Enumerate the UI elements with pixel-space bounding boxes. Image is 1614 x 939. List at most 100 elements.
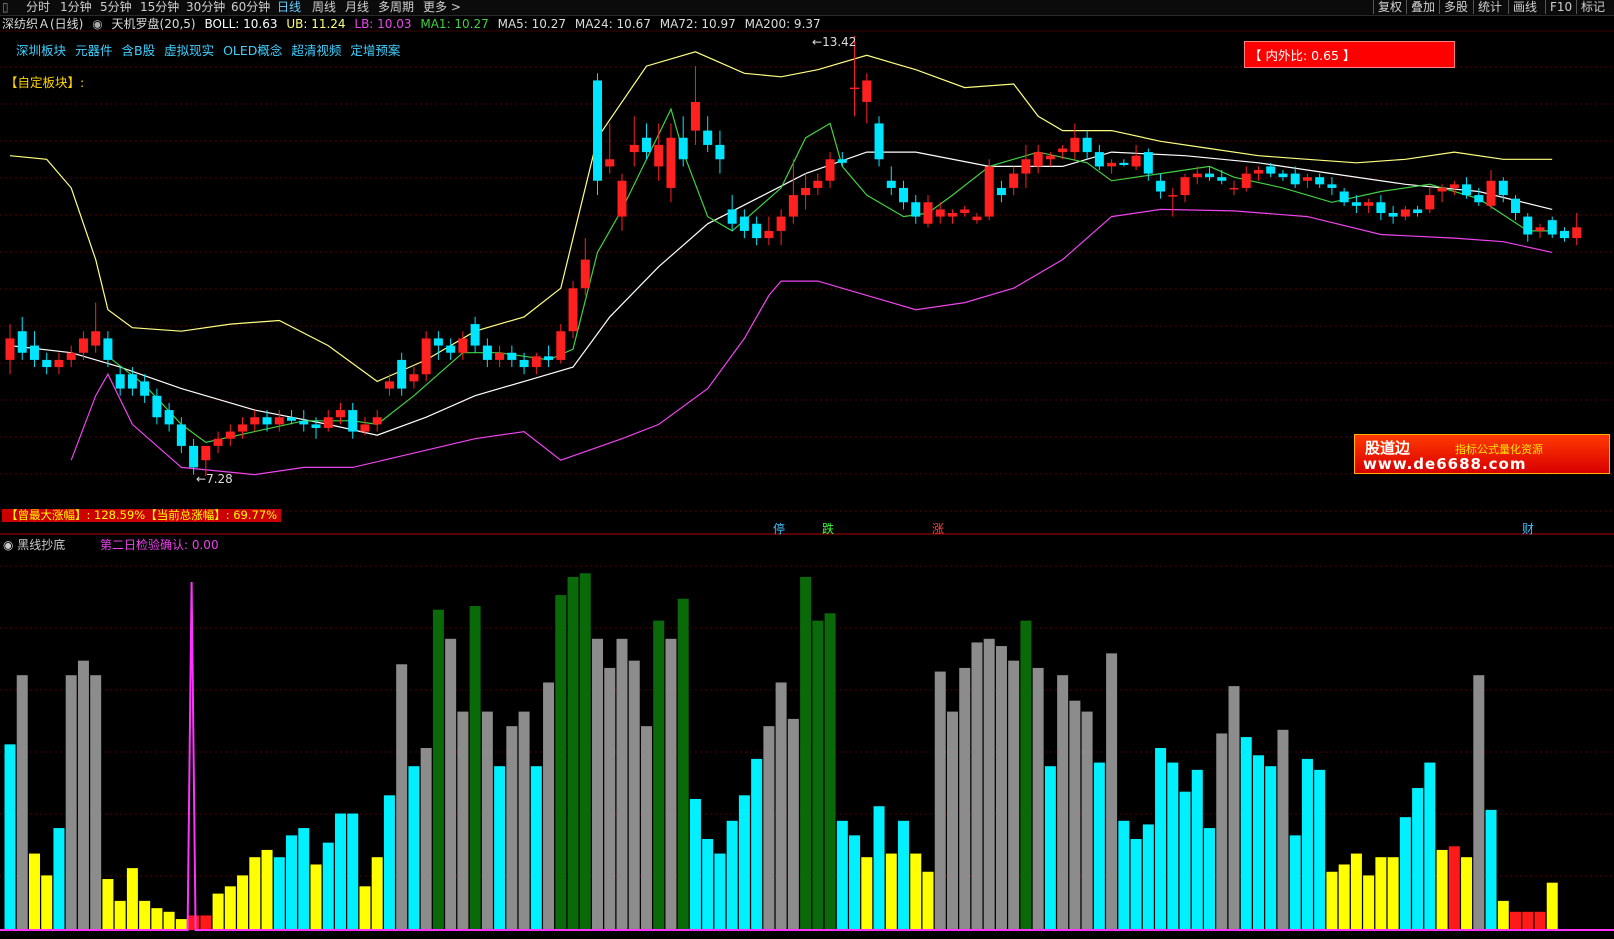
indicator-bar — [1363, 875, 1375, 930]
candle-body — [654, 144, 664, 167]
concept-tag[interactable]: 深圳板块 — [16, 43, 67, 58]
tab-fenshi[interactable]: 分时 — [26, 0, 51, 14]
tab-60min[interactable]: 60分钟 — [231, 0, 271, 14]
stock-name[interactable]: 深纺织Ａ(日线) — [2, 17, 84, 31]
inner-outer-ratio-box: 【 内外比: 0.65 】 — [1244, 41, 1455, 68]
draw-button[interactable]: 画线 — [1508, 0, 1537, 14]
tab-15min[interactable]: 15分钟 — [140, 0, 180, 14]
candle-body — [1021, 159, 1031, 174]
indicator-bar — [273, 857, 285, 930]
candle-body — [556, 331, 566, 360]
mark-button[interactable]: 标记 — [1576, 0, 1605, 14]
candle-body — [1253, 170, 1263, 174]
tab-weekly[interactable]: 周线 — [312, 0, 337, 14]
concept-tag[interactable]: 定增预案 — [350, 43, 401, 58]
indicator-bar — [212, 893, 224, 930]
candle-body — [17, 331, 27, 353]
lower-indicator-title: 黑线抄底 — [17, 538, 66, 552]
candle-body — [629, 144, 639, 153]
indicator-bar — [946, 711, 958, 930]
concept-tag[interactable]: 元器件 — [75, 43, 113, 58]
multi-stock-button[interactable]: 多股 — [1439, 0, 1468, 14]
indicator-name[interactable]: 天机罗盘(20,5) — [111, 17, 196, 31]
overlay-button[interactable]: 叠加 — [1406, 0, 1435, 14]
tab-more[interactable]: 更多 > — [423, 0, 461, 14]
indicator-bar — [1142, 824, 1154, 930]
candle-body — [1523, 216, 1533, 235]
ma5-value: MA5: 10.27 — [497, 17, 567, 31]
indicator-bar — [971, 642, 983, 930]
tab-30min[interactable]: 30分钟 — [186, 0, 226, 14]
indicator-bar — [1350, 853, 1362, 930]
window-icon[interactable]: ▯ — [2, 0, 9, 14]
indicator-bar — [383, 795, 395, 930]
indicator-bar — [188, 915, 200, 930]
indicator-bar — [1020, 620, 1032, 930]
candle-body — [164, 410, 174, 425]
candle-body — [91, 331, 101, 346]
indicator-bar — [555, 595, 567, 930]
tab-daily[interactable]: 日线 — [277, 0, 302, 14]
candle-body — [507, 352, 517, 360]
indicator-bar — [628, 660, 640, 930]
candle-body — [1315, 177, 1325, 185]
indicator-bar — [567, 576, 579, 930]
event-marker-rise[interactable]: 涨 — [932, 522, 945, 536]
ub-value: UB: 11.24 — [286, 17, 346, 31]
indicator-bar — [787, 718, 799, 930]
tab-multi-period[interactable]: 多周期 — [378, 0, 415, 14]
indicator-bar — [1216, 733, 1228, 930]
candle-body — [1498, 180, 1508, 196]
candle-body — [409, 374, 419, 382]
candle-body — [947, 213, 957, 217]
indicator-bar — [824, 613, 836, 930]
concept-tag[interactable]: 超清视频 — [291, 43, 342, 58]
event-marker-fall[interactable]: 跌 — [822, 522, 835, 536]
tab-5min[interactable]: 5分钟 — [100, 0, 132, 14]
tab-monthly[interactable]: 月线 — [345, 0, 370, 14]
candle-body — [837, 159, 847, 163]
candle-body — [923, 202, 933, 224]
indicator-bar — [751, 758, 763, 930]
candle-body — [287, 417, 297, 421]
candle-body — [996, 187, 1006, 196]
ma1-value: MA1: 10.27 — [420, 17, 489, 31]
candle-body — [1400, 209, 1410, 217]
candle-body — [1474, 195, 1484, 203]
lower-indicator-name[interactable]: ◉ 黑线抄底 — [3, 536, 65, 553]
candle-body — [1266, 166, 1276, 174]
indicator-bar — [518, 711, 530, 930]
indicator-bar — [530, 766, 542, 930]
indicator-bar — [28, 853, 40, 930]
stats-button[interactable]: 统计 — [1473, 0, 1502, 14]
event-marker-finance[interactable]: 财 — [1522, 522, 1535, 536]
indicator-bar — [1252, 755, 1264, 930]
indicator-bar — [77, 660, 89, 930]
period-toolbar: ▯ 分时 1分钟 5分钟 15分钟 30分钟 60分钟 日线 周线 月线 多周期… — [0, 0, 1614, 16]
indicator-collapse-icon[interactable]: ◉ — [92, 17, 103, 31]
candle-body — [617, 180, 627, 217]
indicator-bar — [1204, 828, 1216, 930]
indicator-bar — [420, 748, 432, 930]
event-marker-suspend[interactable]: 停 — [773, 522, 786, 536]
indicator-bar — [1436, 849, 1448, 930]
boll-lower-line — [70, 208, 1553, 476]
lower-collapse-icon[interactable]: ◉ — [3, 538, 18, 552]
indicator-bar — [604, 667, 616, 930]
concept-tag[interactable]: OLED概念 — [223, 43, 283, 58]
indicator-bar — [286, 835, 298, 930]
fuquan-button[interactable]: 复权 — [1373, 0, 1402, 14]
candle-body — [1229, 187, 1239, 190]
indicator-bar — [1167, 762, 1179, 930]
candle-body — [1107, 162, 1117, 167]
f10-button[interactable]: F10 — [1545, 0, 1572, 14]
concept-tag[interactable]: 虚拟现实 — [164, 43, 215, 58]
candle-body — [262, 417, 272, 425]
tab-1min[interactable]: 1分钟 — [60, 0, 92, 14]
concept-tag[interactable]: 含B股 — [121, 43, 156, 58]
indicator-bar — [677, 598, 689, 930]
indicator-bar — [1130, 839, 1142, 930]
candle-body — [727, 209, 737, 224]
candle-body — [115, 374, 125, 389]
